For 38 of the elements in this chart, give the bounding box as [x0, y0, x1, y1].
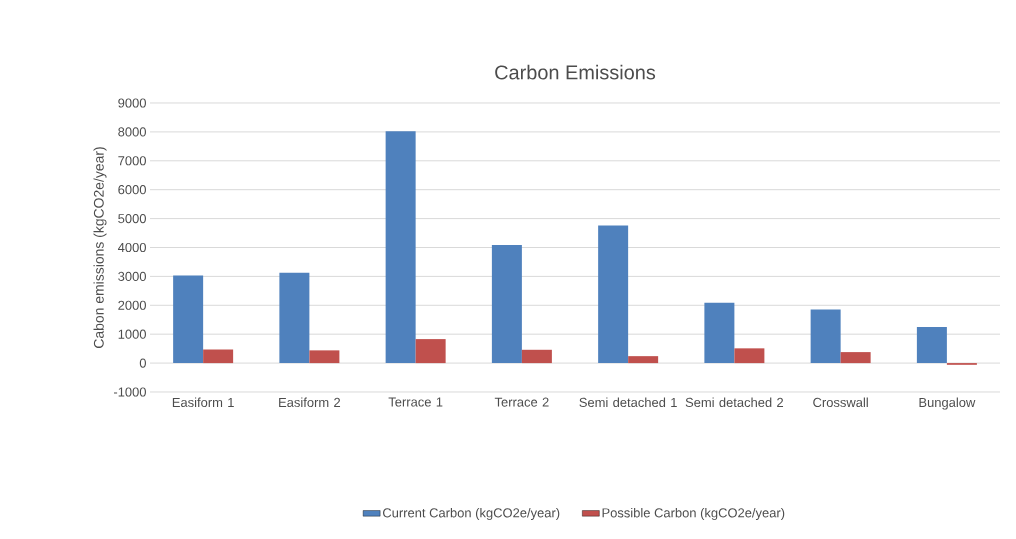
y-axis-title: Cabon emissions (kgCO2e/year) [93, 147, 107, 348]
y-tick-label: 2000 [118, 300, 146, 310]
y-tick-label: 3000 [118, 271, 146, 281]
y-tick-label: 8000 [118, 127, 146, 137]
bar [704, 302, 735, 364]
legend-label: Possible Carbon (kgCO2e/year) [602, 507, 785, 520]
bar [203, 349, 234, 364]
bar [810, 309, 841, 364]
bar [279, 272, 310, 364]
x-tick-label: Bungalow [919, 397, 976, 410]
bar [309, 350, 340, 364]
y-tick-label: 0 [139, 358, 146, 368]
legend-label: Current Carbon (kgCO2e/year) [383, 507, 560, 520]
bar [916, 326, 947, 364]
bar [491, 244, 522, 364]
bar [521, 349, 552, 364]
y-tick-label: -1000 [113, 387, 146, 397]
y-tick-label: 7000 [118, 156, 146, 166]
bar [628, 356, 659, 364]
bar [840, 352, 871, 364]
x-tick-label: Terrace 2 [494, 397, 549, 407]
bar [385, 131, 416, 364]
bar [734, 348, 765, 364]
x-tick-label: Easiform 1 [172, 397, 234, 408]
bar [415, 339, 446, 364]
x-tick-label: Easiform 2 [279, 397, 341, 408]
chart-title: Carbon Emissions [495, 64, 656, 80]
y-tick-label: 6000 [118, 185, 146, 195]
bar [173, 275, 204, 364]
bar [598, 225, 629, 364]
x-tick-label: Crosswall [813, 397, 868, 408]
y-tick-label: 1000 [118, 329, 146, 339]
y-tick-label: 5000 [118, 214, 146, 224]
x-tick-label: Terrace 1 [388, 397, 443, 407]
y-tick-label: 4000 [117, 242, 146, 253]
x-tick-label: Semi detached 1 [579, 397, 677, 408]
x-tick-label: Semi detached 2 [685, 397, 784, 408]
y-tick-label: 9000 [118, 98, 146, 108]
